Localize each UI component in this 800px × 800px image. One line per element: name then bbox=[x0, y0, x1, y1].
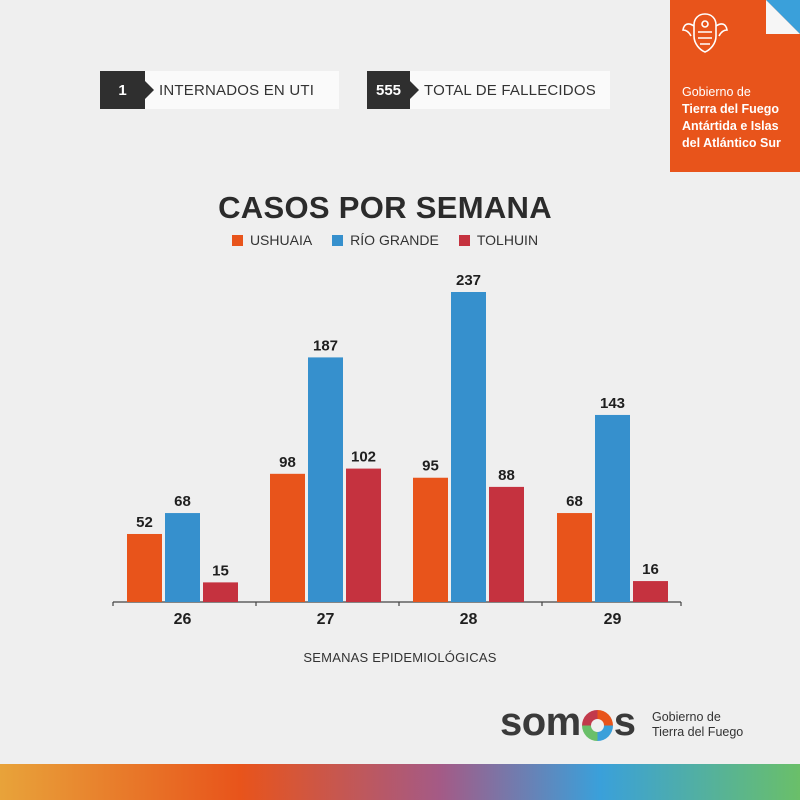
bar-value-label: 68 bbox=[566, 493, 583, 510]
bar-value-label: 237 bbox=[456, 272, 481, 289]
government-name: Gobierno de Tierra del Fuego Antártida e… bbox=[682, 84, 781, 152]
bar-value-label: 143 bbox=[600, 395, 625, 412]
chart-title: CASOS POR SEMANA bbox=[218, 190, 552, 225]
bar-value-label: 102 bbox=[351, 449, 376, 466]
bar-value-label: 16 bbox=[642, 561, 659, 578]
bar bbox=[413, 477, 448, 602]
bar-value-label: 98 bbox=[279, 454, 296, 471]
gov-line-4: del Atlántico Sur bbox=[682, 136, 781, 150]
corner-fold bbox=[766, 0, 800, 34]
government-badge: Gobierno de Tierra del Fuego Antártida e… bbox=[670, 0, 800, 172]
stat-internados: 1 INTERNADOS EN UTI bbox=[100, 71, 339, 109]
footer-gov-line-1: Gobierno de bbox=[652, 710, 721, 724]
legend-label-tolhuin: TOLHUIN bbox=[476, 232, 539, 248]
gov-line-3: Antártida e Islas bbox=[682, 119, 779, 133]
bar bbox=[489, 486, 524, 602]
x-tick-label: 29 bbox=[604, 611, 622, 628]
chart-legend: USHUAIA RÍO GRANDE TOLHUIN bbox=[0, 232, 770, 248]
x-tick-label: 27 bbox=[317, 611, 335, 628]
somos-logo-text-b: s bbox=[613, 700, 636, 744]
bar bbox=[165, 513, 200, 602]
legend-swatch-ushuaia bbox=[231, 234, 243, 246]
bar-value-label: 187 bbox=[313, 337, 338, 354]
x-tick-label: 28 bbox=[460, 611, 478, 628]
x-tick-label: 26 bbox=[174, 611, 192, 628]
somos-logo-text-a: som bbox=[500, 700, 581, 744]
legend-label-rio-grande: RÍO GRANDE bbox=[350, 232, 439, 248]
legend-item-rio-grande: RÍO GRANDE bbox=[332, 232, 439, 248]
legend-item-ushuaia: USHUAIA bbox=[231, 232, 313, 248]
bar bbox=[203, 582, 238, 602]
legend-item-tolhuin: TOLHUIN bbox=[458, 232, 539, 248]
bar-value-label: 15 bbox=[212, 562, 229, 579]
bar bbox=[270, 473, 305, 602]
bar bbox=[595, 414, 630, 602]
somos-logo: som s bbox=[500, 700, 636, 745]
bar bbox=[346, 468, 381, 602]
bar bbox=[633, 581, 668, 602]
bar bbox=[308, 357, 343, 602]
legend-swatch-rio-grande bbox=[332, 234, 344, 246]
gov-line-2: Tierra del Fuego bbox=[682, 102, 780, 116]
footer-gov-line-2: Tierra del Fuego bbox=[652, 725, 744, 739]
stat-fallecidos-label: TOTAL DE FALLECIDOS bbox=[410, 71, 610, 109]
gov-line-1: Gobierno de bbox=[682, 85, 751, 99]
stat-internados-label: INTERNADOS EN UTI bbox=[145, 71, 339, 109]
bar bbox=[557, 513, 592, 602]
bar-value-label: 52 bbox=[136, 514, 153, 531]
stat-internados-value: 1 bbox=[100, 71, 145, 109]
bar-value-label: 68 bbox=[174, 493, 191, 510]
x-axis-title: SEMANAS EPIDEMIOLÓGICAS bbox=[303, 650, 497, 665]
bar-value-label: 88 bbox=[498, 467, 515, 484]
bar bbox=[451, 292, 486, 602]
stat-fallecidos: 555 TOTAL DE FALLECIDOS bbox=[367, 71, 610, 109]
bar bbox=[127, 533, 162, 602]
gradient-footer-bar bbox=[0, 764, 800, 800]
footer-government-name: Gobierno de Tierra del Fuego bbox=[652, 710, 743, 740]
bar-value-label: 95 bbox=[422, 458, 439, 475]
stat-fallecidos-value: 555 bbox=[367, 71, 410, 109]
legend-label-ushuaia: USHUAIA bbox=[249, 232, 313, 248]
legend-swatch-tolhuin bbox=[458, 234, 470, 246]
province-seal-icon bbox=[682, 13, 728, 53]
somos-logo-o-icon bbox=[581, 710, 613, 741]
